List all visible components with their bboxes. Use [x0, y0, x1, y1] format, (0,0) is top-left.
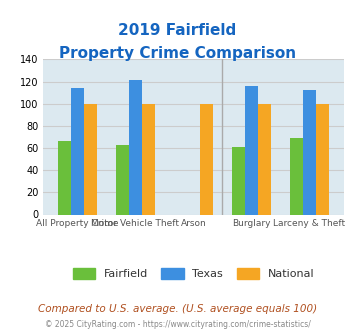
- Bar: [200, 104, 213, 214]
- Bar: [84, 104, 97, 214]
- Bar: [142, 104, 154, 214]
- Text: Property Crime Comparison: Property Crime Comparison: [59, 46, 296, 61]
- Bar: [316, 104, 329, 214]
- Bar: [258, 104, 271, 214]
- Text: © 2025 CityRating.com - https://www.cityrating.com/crime-statistics/: © 2025 CityRating.com - https://www.city…: [45, 319, 310, 329]
- Bar: [303, 90, 316, 214]
- Bar: [290, 138, 303, 214]
- Bar: [233, 147, 245, 214]
- Legend: Fairfield, Texas, National: Fairfield, Texas, National: [68, 263, 319, 283]
- Bar: [245, 86, 258, 214]
- Bar: [116, 145, 129, 214]
- Bar: [58, 141, 71, 214]
- Bar: [129, 81, 142, 214]
- Text: Compared to U.S. average. (U.S. average equals 100): Compared to U.S. average. (U.S. average …: [38, 304, 317, 314]
- Bar: [71, 88, 84, 214]
- Text: 2019 Fairfield: 2019 Fairfield: [118, 23, 237, 38]
